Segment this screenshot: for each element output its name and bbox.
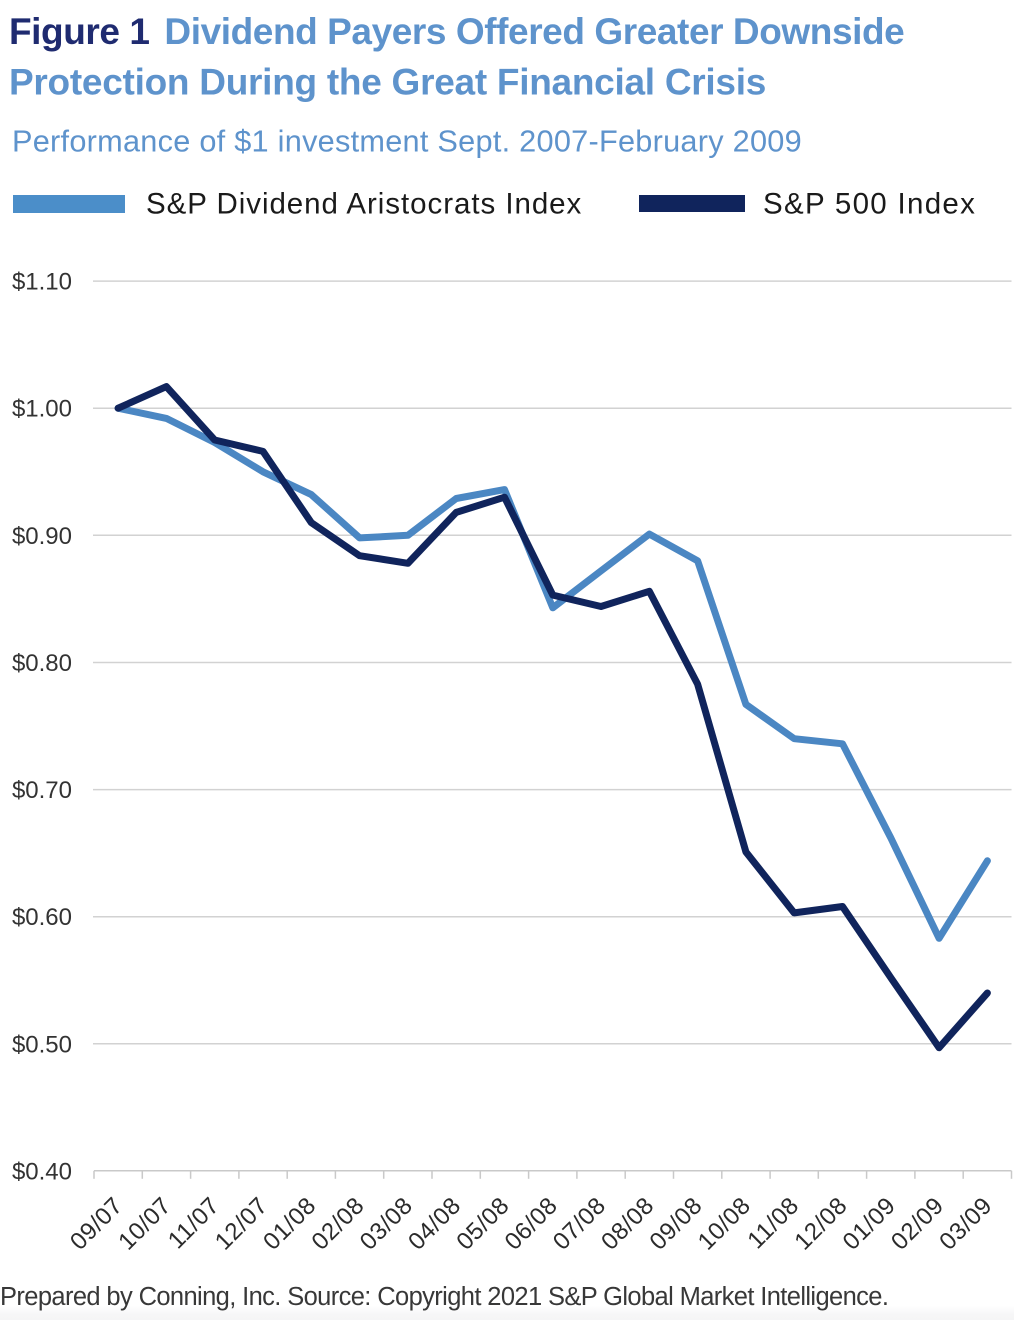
svg-text:03/08: 03/08 <box>355 1192 418 1255</box>
svg-text:02/09: 02/09 <box>886 1192 949 1255</box>
svg-text:$0.60: $0.60 <box>12 904 72 931</box>
svg-text:04/08: 04/08 <box>403 1192 466 1255</box>
svg-text:S&P 500 Index: S&P 500 Index <box>763 188 976 221</box>
svg-text:Prepared by Conning, Inc. Sour: Prepared by Conning, Inc. Source: Copyri… <box>0 1283 888 1311</box>
svg-text:10/08: 10/08 <box>693 1192 756 1255</box>
svg-text:Figure 1 Dividend Payers Offer: Figure 1 Dividend Payers Offered Greater… <box>9 11 904 52</box>
svg-text:11/07: 11/07 <box>163 1192 225 1254</box>
svg-text:03/09: 03/09 <box>934 1192 997 1255</box>
svg-text:06/08: 06/08 <box>500 1192 563 1255</box>
svg-text:09/08: 09/08 <box>645 1192 708 1255</box>
svg-text:$0.40: $0.40 <box>12 1159 72 1186</box>
svg-text:05/08: 05/08 <box>451 1192 514 1255</box>
svg-text:$0.80: $0.80 <box>12 650 72 677</box>
svg-text:12/07: 12/07 <box>210 1192 273 1255</box>
svg-text:10/07: 10/07 <box>113 1192 176 1255</box>
svg-text:$0.50: $0.50 <box>12 1031 72 1058</box>
svg-text:S&P Dividend Aristocrats Index: S&P Dividend Aristocrats Index <box>146 188 582 221</box>
svg-text:11/08: 11/08 <box>742 1192 804 1254</box>
svg-text:$1.00: $1.00 <box>12 396 72 423</box>
svg-text:01/09: 01/09 <box>838 1192 901 1255</box>
svg-text:09/07: 09/07 <box>65 1192 128 1255</box>
svg-text:Performance of $1 investment S: Performance of $1 investment Sept. 2007-… <box>12 123 802 158</box>
svg-text:07/08: 07/08 <box>548 1192 611 1255</box>
svg-text:01/08: 01/08 <box>258 1192 321 1255</box>
svg-text:$1.10: $1.10 <box>12 269 72 296</box>
svg-text:$0.90: $0.90 <box>12 523 72 550</box>
svg-text:$0.70: $0.70 <box>12 777 72 804</box>
svg-text:08/08: 08/08 <box>596 1192 659 1255</box>
svg-text:12/08: 12/08 <box>789 1192 852 1255</box>
svg-text:Protection During the Great Fi: Protection During the Great Financial Cr… <box>9 61 766 102</box>
svg-text:02/08: 02/08 <box>307 1192 370 1255</box>
